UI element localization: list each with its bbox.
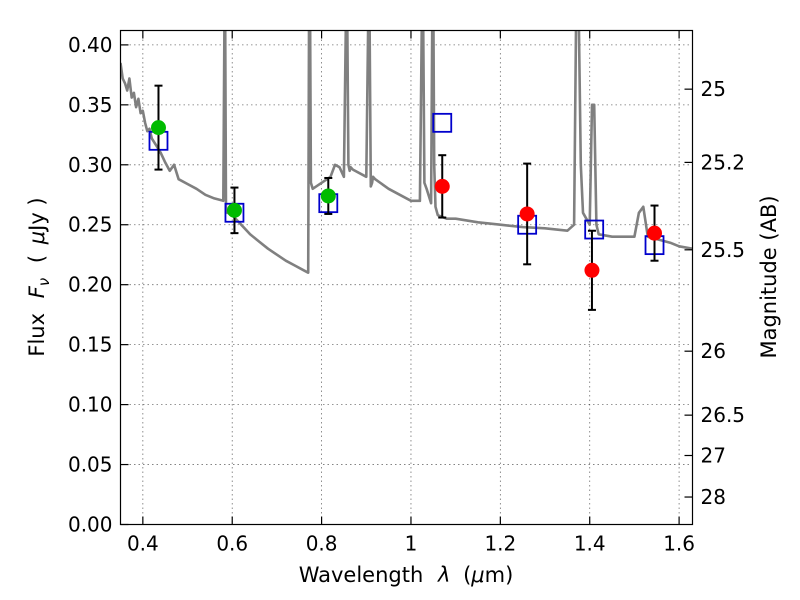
observed-point — [226, 202, 242, 218]
spectrum-layer — [120, 30, 693, 274]
observed-point — [320, 188, 336, 204]
plot-frame — [119, 29, 694, 526]
right-tick-label: 28 — [701, 485, 726, 509]
x-tick-label: 0.6 — [216, 532, 248, 556]
observed-point — [519, 206, 535, 222]
right-tick-label: 25.5 — [701, 238, 746, 262]
observed-point — [647, 225, 663, 241]
y-tick-label: 0.35 — [68, 93, 113, 117]
x-tick-label: 1 — [405, 532, 418, 556]
x-tick-label: 1.6 — [663, 532, 695, 556]
right-tick-label: 26.5 — [701, 403, 746, 427]
x-tick-label: 0.4 — [127, 532, 159, 556]
x-axis-label: Wavelength λ (μm) — [299, 563, 514, 587]
y-tick-label: 0.30 — [68, 153, 113, 177]
x-tick-label: 1.4 — [574, 532, 606, 556]
right-tick-label: 27 — [701, 444, 726, 468]
model-photometry-layer — [148, 112, 665, 256]
y-tick-label: 0.20 — [68, 273, 113, 297]
y-tick-label: 0.10 — [68, 393, 113, 417]
grid-lines — [120, 30, 693, 525]
model-square — [584, 219, 605, 240]
x-tick-label: 1.2 — [484, 532, 516, 556]
observed-point — [434, 178, 450, 194]
model-square — [432, 112, 453, 133]
x-axis-ticks: 0.4 0.6 0.8 1 1.2 1.4 1.6 — [127, 30, 695, 556]
x-tick-label: 0.8 — [306, 532, 338, 556]
y-tick-label: 0.25 — [68, 213, 113, 237]
y-axis-ticks: 0.00 0.05 0.10 0.15 0.20 0.25 0.30 0.35 0.40 — [68, 33, 129, 537]
spectrum-line — [120, 30, 693, 274]
observed-point — [150, 120, 166, 136]
y-tick-label: 0.00 — [68, 513, 113, 537]
y-axis-label: Flux Fν ( μJy ) — [25, 197, 54, 356]
right-tick-label: 25 — [701, 77, 726, 101]
y-tick-label: 0.40 — [68, 33, 113, 57]
right-axis-label: Magnitude (AB) — [757, 195, 781, 358]
right-axis-ticks: 25 25.2 25.5 26 26.5 27 28 — [684, 77, 746, 509]
observed-points-layer — [150, 120, 663, 278]
right-tick-label: 25.2 — [701, 150, 746, 174]
y-tick-label: 0.05 — [68, 453, 113, 477]
right-tick-label: 26 — [701, 339, 726, 363]
y-tick-label: 0.15 — [68, 333, 113, 357]
observed-point — [584, 262, 600, 278]
